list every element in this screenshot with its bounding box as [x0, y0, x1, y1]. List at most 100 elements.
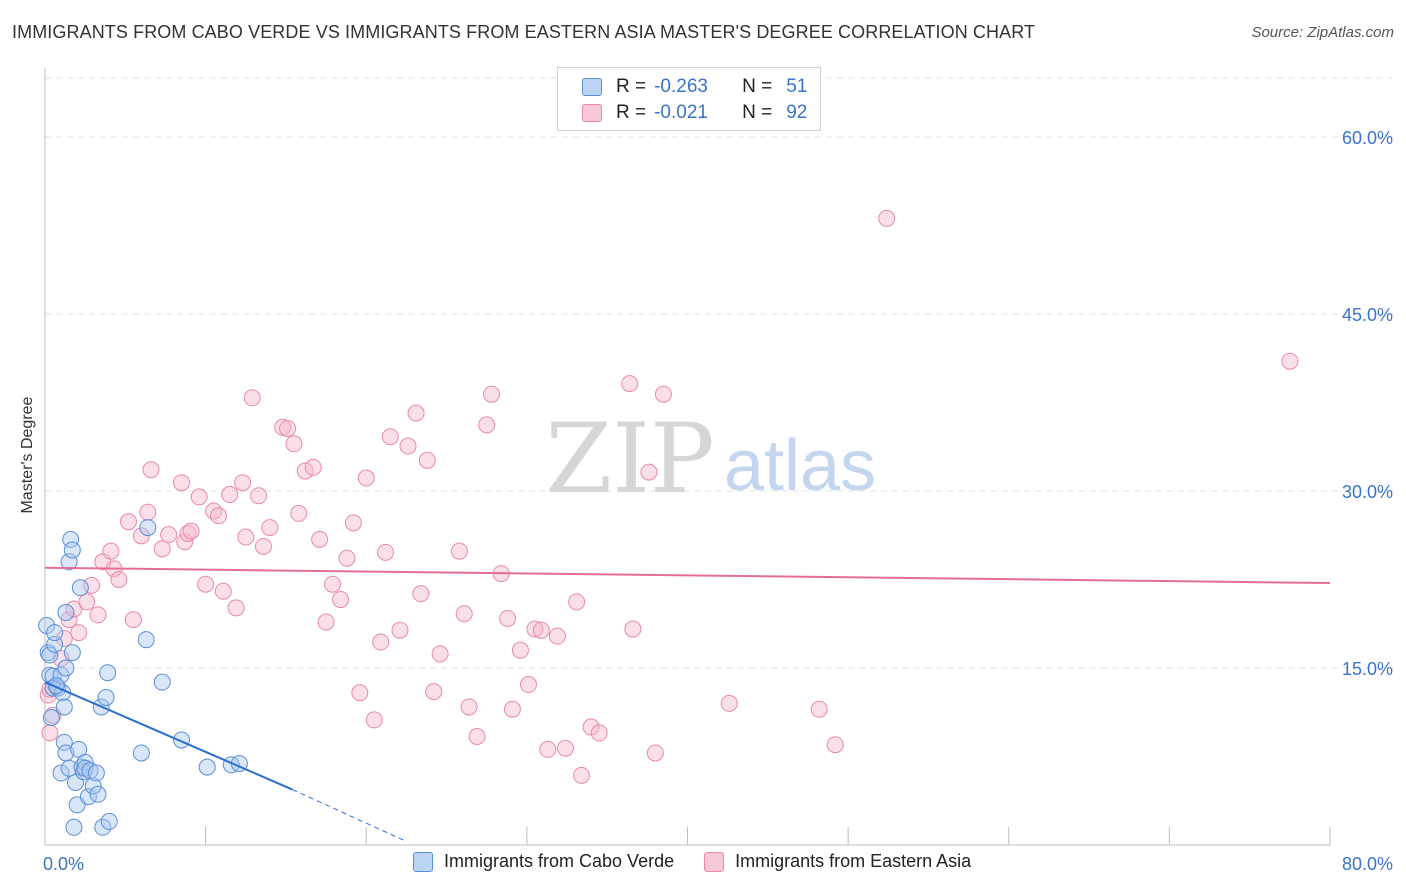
cabo-verde-points: [38, 519, 248, 836]
eastern-asia-point: [179, 524, 197, 542]
legend-r-value: -0.021: [654, 102, 708, 123]
cabo-verde-point: [52, 764, 70, 782]
eastern-asia-point: [425, 683, 443, 701]
eastern-asia-point: [237, 528, 255, 546]
eastern-asia-point: [478, 416, 496, 434]
eastern-asia-point: [391, 621, 409, 639]
eastern-asia-point: [332, 591, 350, 609]
eastern-asia-point: [304, 458, 322, 476]
eastern-asia-point: [290, 504, 308, 522]
cabo-verde-point: [63, 644, 81, 662]
eastern-asia-point: [418, 451, 436, 469]
eastern-asia-point: [296, 462, 314, 480]
eastern-asia-point: [654, 385, 672, 403]
eastern-asia-point: [826, 736, 844, 754]
series-name-eastern-asia: Immigrants from Eastern Asia: [735, 851, 972, 871]
eastern-asia-point: [190, 488, 208, 506]
eastern-asia-point: [399, 437, 417, 455]
source-credit: Source: ZipAtlas.com: [1251, 24, 1394, 41]
y-tick-label: 30.0%: [1342, 482, 1393, 502]
eastern-asia-point: [78, 593, 96, 611]
eastern-asia-point: [261, 519, 279, 537]
series-name-cabo-verde: Immigrants from Cabo Verde: [444, 851, 675, 871]
eastern-asia-point: [624, 620, 642, 638]
cabo-verde-point: [137, 631, 155, 649]
eastern-asia-point: [311, 530, 329, 548]
eastern-asia-point: [381, 428, 399, 446]
eastern-asia-point: [324, 575, 342, 593]
cabo-verde-point: [57, 659, 75, 677]
legend-n-label: N =: [742, 102, 773, 123]
eastern-asia-point: [120, 513, 138, 531]
eastern-asia-point: [41, 724, 59, 742]
eastern-asia-point: [182, 522, 200, 540]
eastern-asia-trend-line: [44, 566, 1331, 585]
eastern-asia-point: [468, 727, 486, 745]
eastern-asia-point: [344, 514, 362, 532]
eastern-asia-point: [720, 694, 738, 712]
eastern-asia-point: [173, 474, 191, 492]
legend-n-value: 51: [786, 76, 808, 97]
eastern-asia-point: [139, 503, 157, 521]
eastern-asia-point: [431, 645, 449, 663]
series-legend-eastern-asia[interactable]: Immigrants from Eastern Asia: [704, 851, 971, 872]
cabo-verde-point: [198, 758, 216, 776]
eastern-asia-point: [142, 461, 160, 479]
eastern-asia-point: [234, 474, 252, 492]
eastern-asia-point: [646, 744, 664, 762]
x-tick-label-max: 80.0%: [1342, 854, 1393, 874]
correlation-legend: R = -0.263 N = 51 R = -0.021 N = 92: [557, 67, 821, 131]
series-swatch-pink: [704, 851, 725, 872]
cabo-verde-point: [65, 818, 83, 836]
series-swatch-blue: [413, 851, 433, 872]
cabo-verde-point: [153, 673, 171, 691]
legend-n-label: N =: [742, 76, 773, 97]
eastern-asia-point: [197, 575, 215, 593]
watermark: ZIP atlas: [545, 403, 876, 515]
eastern-asia-point: [407, 404, 425, 422]
eastern-asia-point: [317, 613, 335, 631]
cabo-verde-point: [55, 733, 73, 751]
cabo-verde-trend-line: [44, 681, 293, 791]
chart-title: IMMIGRANTS FROM CABO VERDE VS IMMIGRANTS…: [12, 22, 1036, 42]
eastern-asia-point: [810, 700, 828, 718]
eastern-asia-point: [640, 463, 658, 481]
cabo-verde-point: [57, 604, 75, 622]
grid-layer: [45, 77, 1395, 669]
eastern-asia-point: [621, 375, 639, 393]
y-tick-label: 45.0%: [1342, 305, 1393, 325]
cabo-verde-point: [41, 646, 59, 664]
eastern-asia-point: [377, 543, 395, 561]
legend-r-label: R =: [616, 102, 647, 123]
eastern-asia-point: [526, 620, 544, 638]
eastern-asia-point: [460, 698, 478, 716]
legend-n-value: 92: [786, 102, 808, 123]
eastern-asia-point: [365, 711, 383, 729]
legend-row-cabo-verde: R = -0.263 N = 51: [582, 75, 807, 99]
cabo-verde-point: [42, 709, 60, 727]
cabo-verde-point: [97, 689, 115, 706]
cabo-verde-point: [76, 759, 94, 777]
eastern-asia-point: [250, 487, 268, 505]
cabo-verde-point: [99, 664, 117, 682]
eastern-asia-point: [1281, 352, 1299, 370]
tick-labels: 15.0% 30.0% 45.0% 60.0% 0.0% 80.0%: [43, 128, 1393, 874]
eastern-asia-point: [351, 684, 369, 702]
series-legend-cabo-verde[interactable]: Immigrants from Cabo Verde: [413, 851, 674, 872]
eastern-asia-point: [568, 593, 586, 611]
eastern-asia-point: [539, 740, 557, 758]
eastern-asia-point: [89, 606, 107, 624]
cabo-verde-point: [55, 698, 73, 716]
eastern-asia-point: [83, 576, 101, 594]
y-tick-label: 15.0%: [1342, 659, 1393, 679]
eastern-asia-point: [338, 549, 356, 567]
cabo-verde-point: [71, 579, 89, 597]
eastern-asia-point: [519, 676, 537, 694]
eastern-asia-point: [254, 537, 272, 555]
eastern-asia-point: [110, 571, 128, 588]
legend-r-label: R =: [616, 76, 647, 97]
eastern-asia-point: [412, 585, 430, 603]
eastern-asia-point: [153, 540, 171, 558]
legend-swatch-pink: [582, 104, 602, 122]
eastern-asia-point: [279, 419, 297, 437]
